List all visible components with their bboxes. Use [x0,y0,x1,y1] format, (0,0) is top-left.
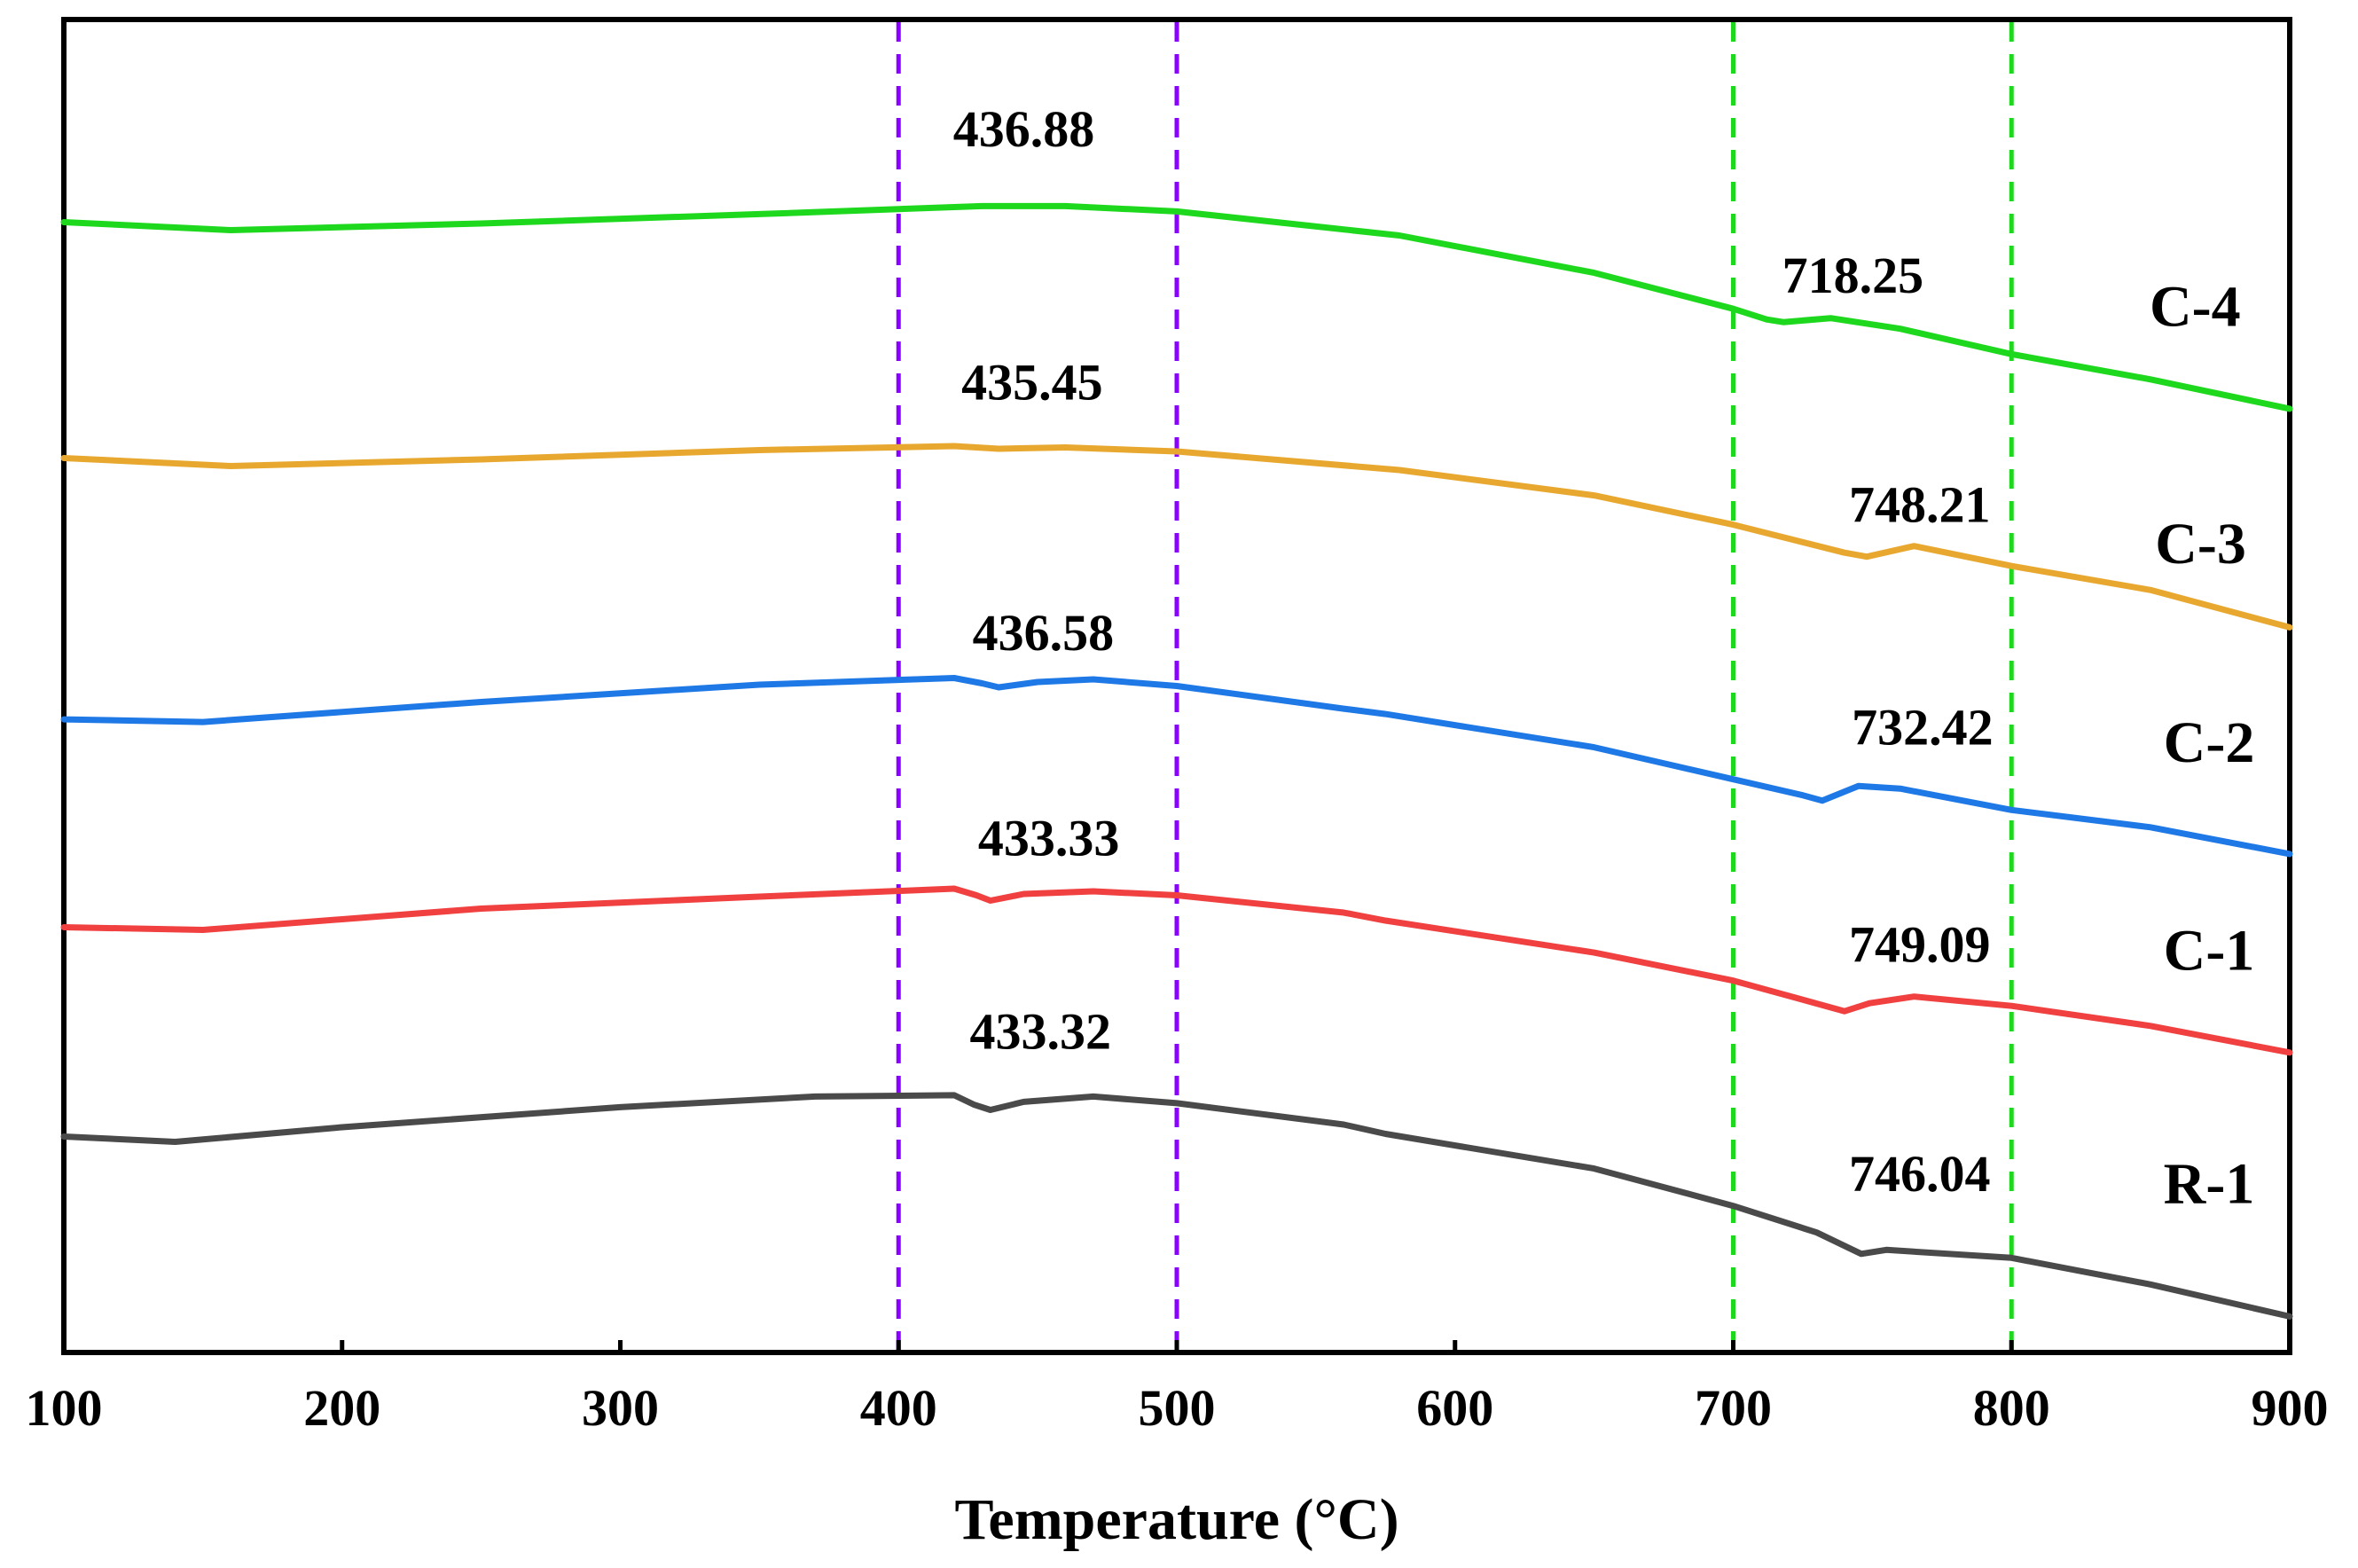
series-line-C-1 [60,885,2293,1056]
peak-label-746.04: 746.04 [1849,1145,1991,1203]
series-line-C-4 [60,202,2293,412]
peak-label-718.25: 718.25 [1782,247,1924,304]
peak-labels: 436.88 718.25 435.45 748.21 436.58 732.42 433.… [953,100,1994,1203]
x-tick-label-800: 800 [1973,1379,2050,1437]
series-label-C-4: C-4 [2150,275,2241,340]
peak-label-749.09: 749.09 [1849,916,1991,974]
series-line-R-1 [60,1092,2293,1320]
peak-label-436.58: 436.58 [973,604,1115,662]
series-label-R-1: R-1 [2164,1152,2255,1217]
peak-label-748.21: 748.21 [1849,476,1991,534]
peak-label-732.42: 732.42 [1852,699,1994,757]
series-line-C-2 [60,675,2293,858]
peak-label-436.88: 436.88 [953,100,1095,158]
x-tick-label-100: 100 [26,1379,103,1437]
x-tick-label-400: 400 [860,1379,937,1437]
series-lines [60,202,2293,1320]
series-labels: C-4 C-3 C-2 C-1 R-1 [2150,275,2254,1217]
reference-lines [896,22,2014,1350]
peak-label-435.45: 435.45 [961,353,1103,411]
x-axis-ticks: 100 200 300 400 500 600 700 800 900 [26,1340,2329,1437]
series-label-C-3: C-3 [2155,512,2246,576]
series-line-C-3 [60,443,2293,631]
x-tick-label-700: 700 [1695,1379,1772,1437]
x-tick-label-500: 500 [1139,1379,1216,1437]
series-label-C-1: C-1 [2164,919,2255,984]
peak-label-433.33: 433.33 [978,809,1120,866]
x-tick-label-900: 900 [2252,1379,2329,1437]
series-label-C-2: C-2 [2164,710,2255,775]
x-tick-label-600: 600 [1416,1379,1493,1437]
peak-label-433.32: 433.32 [970,1002,1112,1060]
x-tick-label-200: 200 [303,1379,380,1437]
x-tick-label-300: 300 [582,1379,659,1437]
x-axis-title: Temperature (°C) [954,1487,1398,1552]
